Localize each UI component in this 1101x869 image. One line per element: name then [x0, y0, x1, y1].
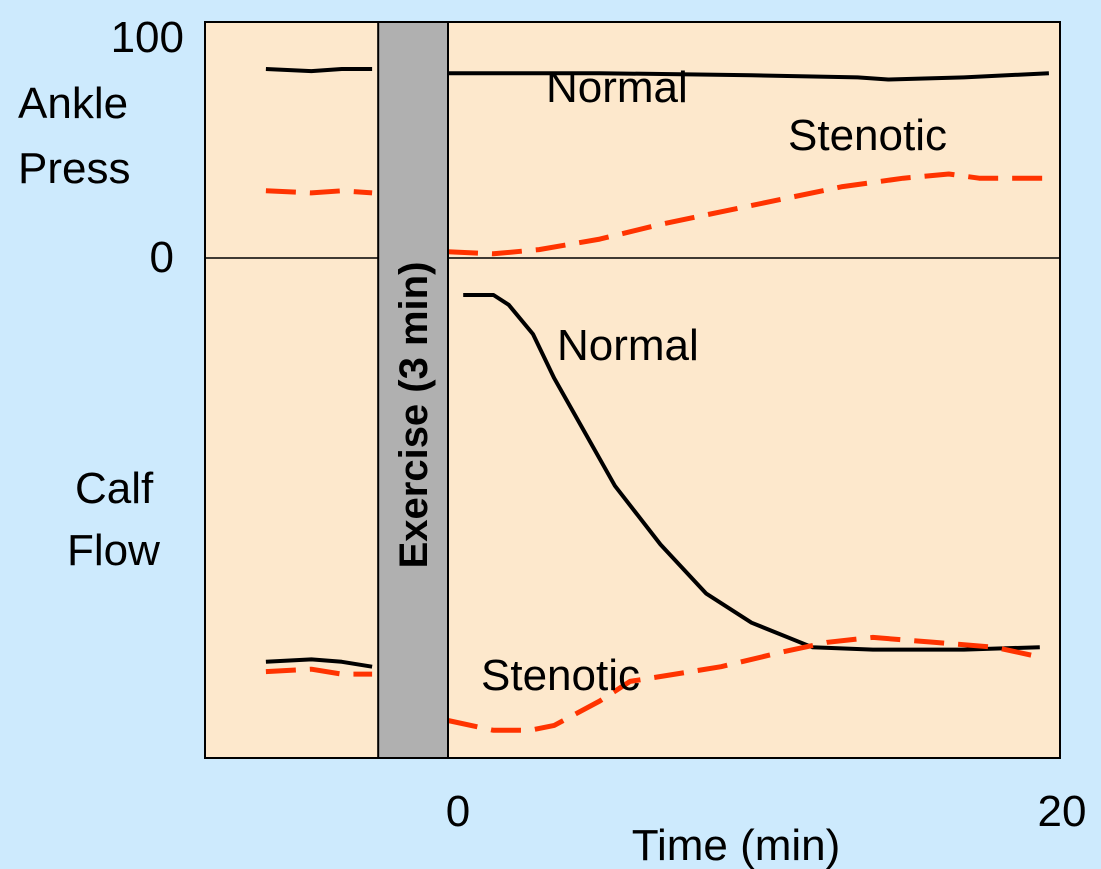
x-axis-label: Time (min): [632, 821, 841, 869]
annotation-calf-stenotic: Stenotic: [481, 651, 640, 700]
calf-flow-label-line1: Calf: [75, 464, 154, 513]
series-ankle-normal-segment-1: [448, 71, 1049, 82]
exercise-band: [377, 21, 450, 759]
series-calf-stenotic-segment-1: [447, 634, 1041, 733]
series-ankle-normal-segment-0: [265, 67, 373, 74]
y-tick-label-0: 0: [150, 233, 174, 282]
ankle-press-label-line1: Ankle: [18, 79, 128, 128]
annotation-ankle-normal: Normal: [546, 63, 688, 112]
annotation-calf-normal: Normal: [557, 321, 699, 370]
x-tick-label-0: 0: [446, 787, 470, 836]
exercise-band-label: Exercise (3 min): [392, 262, 436, 569]
annotation-ankle-stenotic: Stenotic: [788, 111, 947, 160]
plot-area: [204, 21, 1061, 759]
series-calf-normal-segment-1: [463, 293, 1040, 652]
series-calf-normal-segment-0: [265, 657, 373, 669]
y-tick-label-100: 100: [111, 13, 184, 62]
series-ankle-stenotic-segment-1: [447, 171, 1049, 257]
ankle-press-label-line2: Press: [18, 144, 130, 193]
series-calf-stenotic-segment-0: [265, 666, 373, 677]
calf-flow-label-line2: Flow: [67, 526, 160, 575]
x-tick-label-20: 20: [1038, 787, 1087, 836]
series-ankle-stenotic-segment-0: [265, 188, 373, 196]
